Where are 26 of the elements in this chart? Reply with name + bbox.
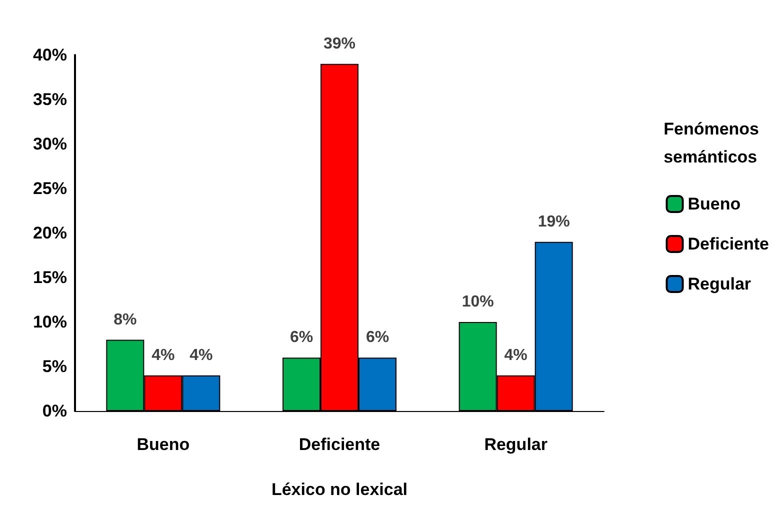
data-label: 8% bbox=[114, 311, 137, 328]
legend-title: Fenómenos semánticos bbox=[664, 120, 760, 166]
y-tick-label: 25% bbox=[32, 179, 67, 198]
data-label: 10% bbox=[462, 294, 494, 310]
data-label: 19% bbox=[538, 213, 570, 230]
x-tick-label: Deficiente bbox=[298, 435, 380, 454]
x-tick-label: Regular bbox=[484, 435, 548, 454]
data-label: 4% bbox=[504, 346, 528, 364]
y-tick-label: 30% bbox=[32, 134, 67, 154]
y-tick-label: 5% bbox=[42, 357, 67, 376]
legend-label: Bueno bbox=[688, 194, 741, 214]
y-tick-label: 35% bbox=[32, 90, 67, 109]
legend-label: Regular bbox=[688, 274, 752, 294]
y-tick-label: 10% bbox=[32, 312, 67, 332]
data-label: 6% bbox=[290, 329, 314, 346]
y-tick-label: 20% bbox=[32, 224, 67, 242]
x-tick-label: Bueno bbox=[136, 435, 190, 454]
y-tick-label: 0% bbox=[42, 402, 67, 420]
data-label: 39% bbox=[323, 35, 356, 52]
y-tick-label: 15% bbox=[32, 268, 67, 287]
data-label: 4% bbox=[152, 346, 175, 364]
x-axis-title: Léxico no lexical bbox=[271, 480, 408, 499]
data-label: 4% bbox=[190, 346, 213, 364]
legend-label: Deficiente bbox=[688, 234, 769, 254]
data-label: 6% bbox=[366, 329, 390, 346]
y-tick-label: 40% bbox=[32, 46, 67, 64]
